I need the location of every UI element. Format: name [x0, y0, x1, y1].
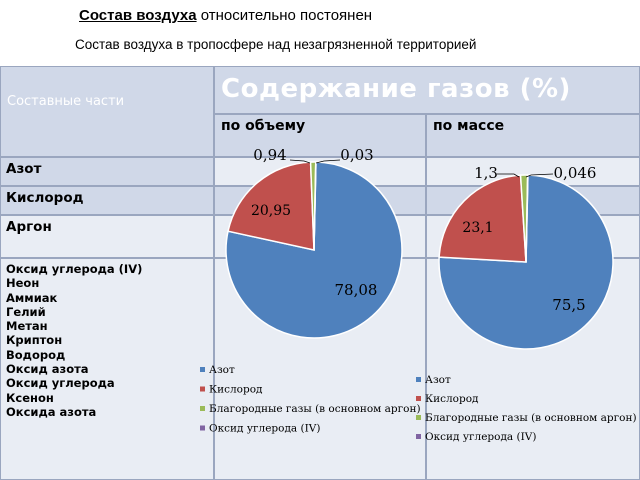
legend-label: Оксид углерода (IV) — [209, 423, 320, 435]
header-mass-label: по массе — [433, 118, 505, 134]
pie-data-label: 20,95 — [251, 203, 291, 219]
row-label-nitrogen: Азот — [6, 161, 42, 177]
other-gas-item: Аммиак — [6, 290, 58, 305]
leader-line — [497, 173, 520, 178]
row-oxygen-cell — [0, 186, 214, 215]
legend-label: Благородные газы (в основном аргон) — [425, 412, 637, 424]
other-gas-item: Оксид углерода (IV) — [6, 262, 143, 276]
slide-title-bold: Состав воздуха — [79, 7, 197, 24]
slide-title: Состав воздуха относительно постоянен — [79, 7, 372, 24]
pie-mass-slice-co2 — [525, 174, 529, 263]
legend-label: Кислород — [209, 384, 263, 396]
row-nitrogen-cell — [0, 157, 214, 186]
other-gas-item: Криптон — [6, 333, 63, 348]
other-gases-list: Оксид углерода (IV) Неон Аммиак Гелий Ме… — [6, 262, 142, 419]
legend-swatch — [416, 396, 421, 401]
row-label-argon: Аргон — [6, 219, 52, 235]
legend-label: Азот — [209, 364, 235, 376]
row-label-oxygen: Кислород — [6, 190, 84, 206]
other-gas-item: Оксида азота — [6, 404, 97, 419]
row-other-cell — [0, 258, 214, 480]
legend-swatch — [416, 377, 421, 382]
legend-swatch — [416, 415, 421, 420]
header-volume-label: по объему — [221, 118, 306, 134]
header-components-cell: Составные части — [0, 66, 214, 157]
header-components-label: Составные части — [7, 94, 125, 109]
leader-line — [315, 159, 341, 164]
other-gas-item: Водород — [6, 347, 66, 362]
legend-label: Азот — [425, 374, 451, 386]
header-gases-label: Содержание газов (%) — [221, 74, 571, 104]
composition-table: Составные части Содержание газов (%) по … — [0, 66, 640, 480]
legend-swatch — [200, 406, 205, 411]
pie-data-label: 0,94 — [253, 146, 286, 164]
other-gas-item: Гелий — [6, 304, 46, 319]
slide-subtitle: Состав воздуха в тропосфере над незагряз… — [75, 37, 477, 52]
legend-swatch — [200, 425, 205, 431]
pie-volume-slice-oxygen — [227, 161, 315, 251]
legend-label: Кислород — [425, 393, 479, 405]
legend-swatch — [200, 386, 205, 392]
pie-data-label: 23,1 — [462, 220, 493, 236]
slide-title-rest: относительно постоянен — [196, 7, 373, 24]
pie-data-label: 1,3 — [474, 164, 498, 182]
legend-swatch — [416, 434, 421, 439]
legend-label: Оксид углерода (IV) — [425, 431, 536, 443]
other-gas-item: Ксенон — [6, 390, 54, 405]
pie-mass-slice-oxygen — [438, 174, 527, 263]
pie-data-label: 75,5 — [552, 296, 585, 314]
legend-label: Благородные газы (в основном аргон) — [209, 403, 421, 415]
header-gases-cell: Содержание газов (%) — [214, 66, 640, 114]
pie-data-label: 78,08 — [335, 281, 378, 299]
other-gas-item: Оксид углерода — [6, 376, 115, 391]
header-volume-cell: по объему — [214, 114, 426, 157]
leader-line — [525, 173, 554, 178]
pie-volume-slice-co2 — [313, 161, 317, 251]
pie-data-label: 0,03 — [340, 146, 373, 164]
pie-data-label: 0,046 — [554, 164, 597, 182]
other-gas-item: Метан — [6, 319, 48, 334]
legend-swatch — [200, 367, 205, 372]
leader-line — [289, 159, 311, 164]
header-mass-cell: по массе — [426, 114, 640, 157]
other-gas-item: Оксид азота — [6, 362, 89, 377]
other-gas-item: Неон — [6, 276, 40, 291]
row-argon-cell — [0, 215, 214, 258]
